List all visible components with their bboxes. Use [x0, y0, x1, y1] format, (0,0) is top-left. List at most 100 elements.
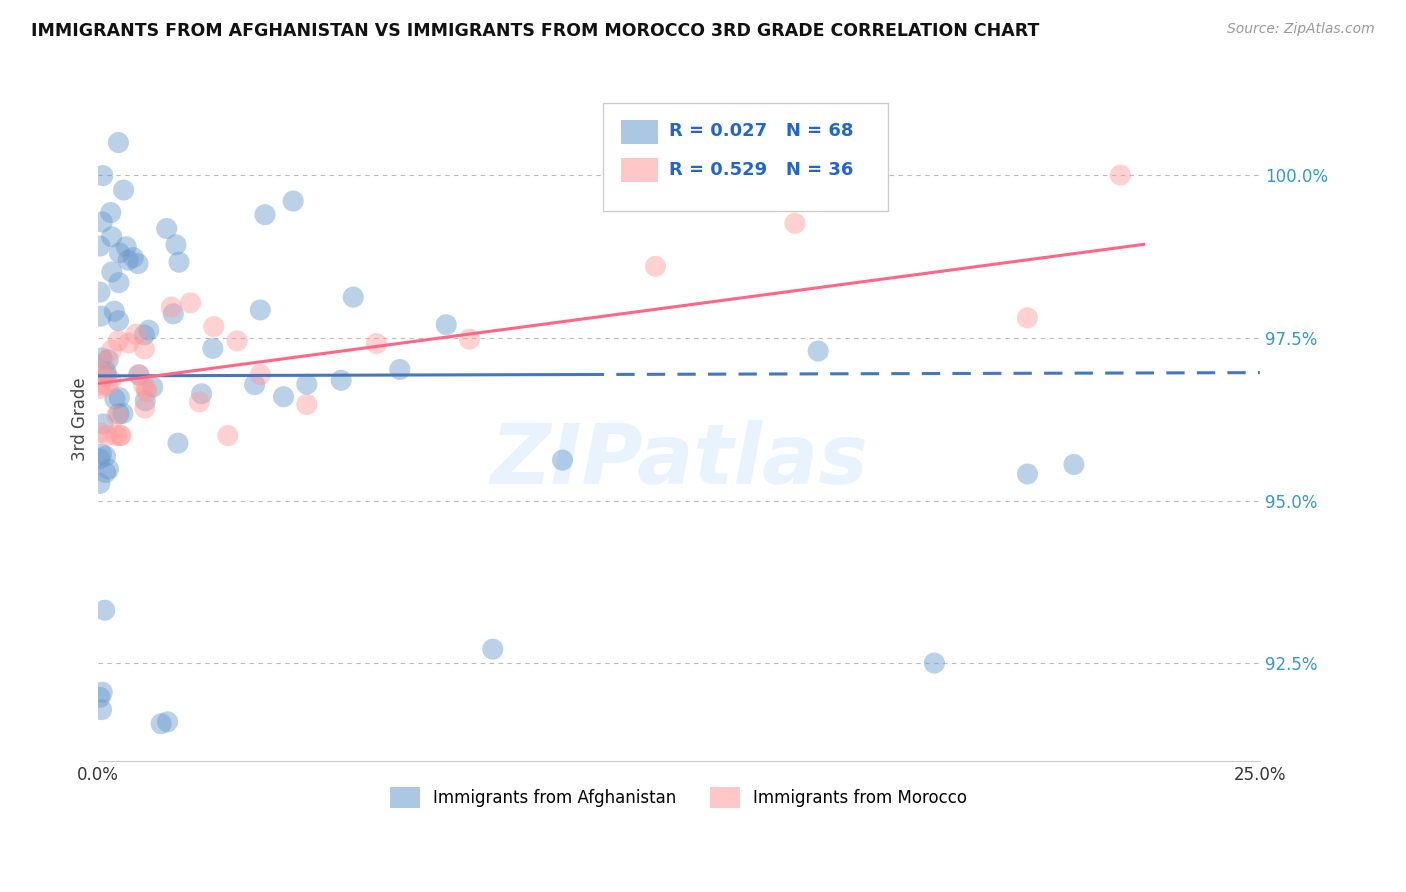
Point [295, 377, 318, 392]
Point [202, 319, 225, 334]
Point [94, 466, 117, 480]
Point [89, 476, 111, 491]
Point [1063, 458, 1085, 472]
Point [167, 436, 190, 450]
Point [100, 373, 122, 387]
Point [89, 451, 111, 466]
Point [458, 332, 481, 346]
Point [434, 318, 457, 332]
Bar [620, 120, 658, 144]
Point [100, 205, 122, 219]
Point [91, 417, 114, 431]
Point [243, 377, 266, 392]
Point [96, 368, 118, 383]
Point [128, 368, 150, 382]
Point [96, 428, 118, 442]
Point [783, 216, 806, 230]
Point [112, 183, 135, 197]
Point [1017, 310, 1039, 325]
Point [91, 215, 114, 229]
Point [1017, 467, 1039, 481]
Point [89, 365, 111, 379]
Point [1109, 168, 1132, 182]
Point [97, 462, 120, 476]
Point [156, 221, 179, 235]
Point [93, 603, 115, 617]
Point [273, 390, 295, 404]
Point [117, 253, 139, 268]
Bar [620, 158, 658, 182]
Point [89, 378, 111, 392]
Point [180, 295, 202, 310]
Point [93, 355, 115, 369]
Point [295, 397, 318, 411]
Point [90, 703, 112, 717]
Point [96, 378, 118, 392]
Point [162, 307, 184, 321]
Point [190, 386, 212, 401]
Point [107, 407, 129, 421]
Point [108, 276, 131, 290]
Point [104, 392, 127, 406]
Point [138, 323, 160, 337]
Point [107, 334, 129, 348]
Point [103, 304, 125, 318]
Point [125, 327, 148, 342]
Point [924, 656, 946, 670]
Point [107, 136, 129, 150]
Point [142, 380, 165, 394]
Point [89, 690, 111, 705]
Text: IMMIGRANTS FROM AFGHANISTAN VS IMMIGRANTS FROM MOROCCO 3RD GRADE CORRELATION CHA: IMMIGRANTS FROM AFGHANISTAN VS IMMIGRANT… [31, 22, 1039, 40]
Point [128, 368, 150, 382]
Point [167, 255, 190, 269]
Point [388, 362, 411, 376]
Point [89, 239, 111, 253]
Point [115, 240, 138, 254]
Text: Source: ZipAtlas.com: Source: ZipAtlas.com [1227, 22, 1375, 37]
Point [134, 342, 156, 356]
Point [134, 328, 156, 343]
Point [134, 393, 156, 408]
Point [108, 428, 131, 442]
Point [110, 428, 132, 442]
Point [134, 401, 156, 415]
Point [249, 302, 271, 317]
Point [105, 428, 128, 442]
Point [90, 351, 112, 365]
Point [165, 237, 187, 252]
Point [91, 685, 114, 699]
Text: R = 0.027   N = 68: R = 0.027 N = 68 [669, 122, 853, 140]
Point [330, 373, 353, 387]
Point [107, 314, 129, 328]
Point [156, 714, 179, 729]
Y-axis label: 3rd Grade: 3rd Grade [72, 377, 89, 461]
Point [90, 447, 112, 461]
Point [217, 428, 239, 442]
Point [132, 378, 155, 392]
Point [644, 178, 666, 192]
Point [90, 309, 112, 323]
Point [644, 260, 666, 274]
Text: R = 0.529   N = 36: R = 0.529 N = 36 [669, 161, 853, 178]
Point [135, 384, 157, 399]
Point [150, 716, 173, 731]
Point [118, 336, 141, 351]
Point [89, 381, 111, 395]
Point [91, 169, 114, 183]
Point [122, 251, 145, 265]
Point [89, 425, 111, 440]
Point [160, 300, 183, 314]
Point [283, 194, 305, 208]
Point [135, 382, 157, 396]
Legend: Immigrants from Afghanistan, Immigrants from Morocco: Immigrants from Afghanistan, Immigrants … [384, 780, 974, 814]
Point [94, 449, 117, 463]
Point [366, 336, 388, 351]
Point [249, 368, 271, 382]
FancyBboxPatch shape [603, 103, 889, 211]
Point [226, 334, 249, 348]
Point [253, 208, 276, 222]
Point [94, 365, 117, 379]
Point [201, 342, 224, 356]
Point [481, 642, 503, 657]
Text: ZIPatlas: ZIPatlas [489, 420, 868, 500]
